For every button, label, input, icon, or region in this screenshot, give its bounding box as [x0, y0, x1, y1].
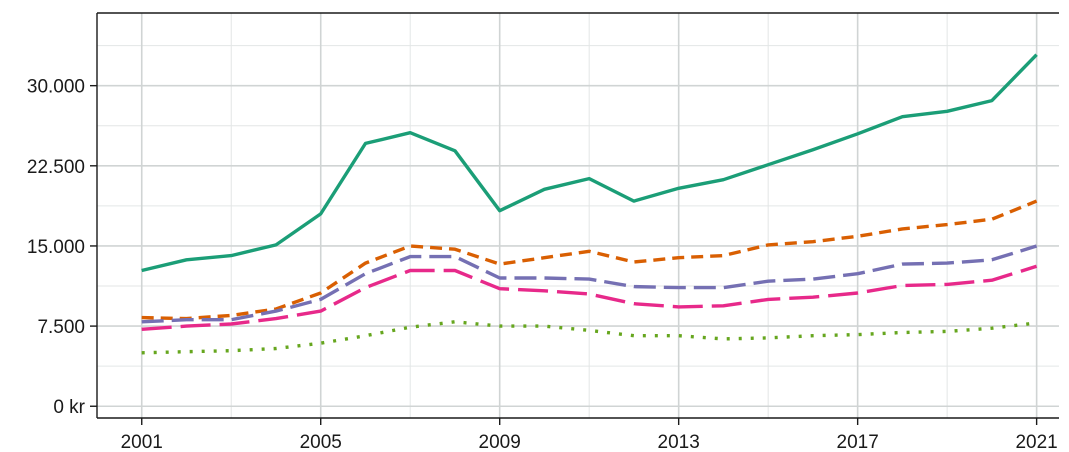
series-lines [141, 53, 1038, 355]
series-line-3 [141, 244, 1038, 324]
series-line-4 [141, 264, 1038, 331]
y-tick-label: 30.000 [27, 77, 85, 98]
x-tick-label: 2005 [300, 432, 342, 452]
x-tick-label: 2021 [1015, 432, 1057, 452]
x-tick-label: 2001 [121, 432, 163, 452]
series-line-1 [141, 53, 1038, 273]
y-tick-label: 7.500 [37, 317, 85, 338]
axes [96, 12, 1059, 419]
x-tick-label: 2017 [837, 432, 879, 452]
x-tick-label: 2009 [479, 432, 521, 452]
x-axis-ticks: 2001 2005 2009 2013 2017 2021 [121, 418, 1058, 452]
series-line-2 [141, 199, 1038, 321]
y-tick-label: 15.000 [27, 237, 85, 258]
minor-gridlines [97, 13, 1059, 418]
major-gridlines [97, 13, 1059, 418]
y-axis-ticks: 0 kr 7.500 15.000 22.500 30.000 [27, 77, 97, 418]
y-tick-label: 0 kr [53, 397, 85, 418]
y-tick-label: 22.500 [27, 157, 85, 178]
x-tick-label: 2013 [658, 432, 700, 452]
